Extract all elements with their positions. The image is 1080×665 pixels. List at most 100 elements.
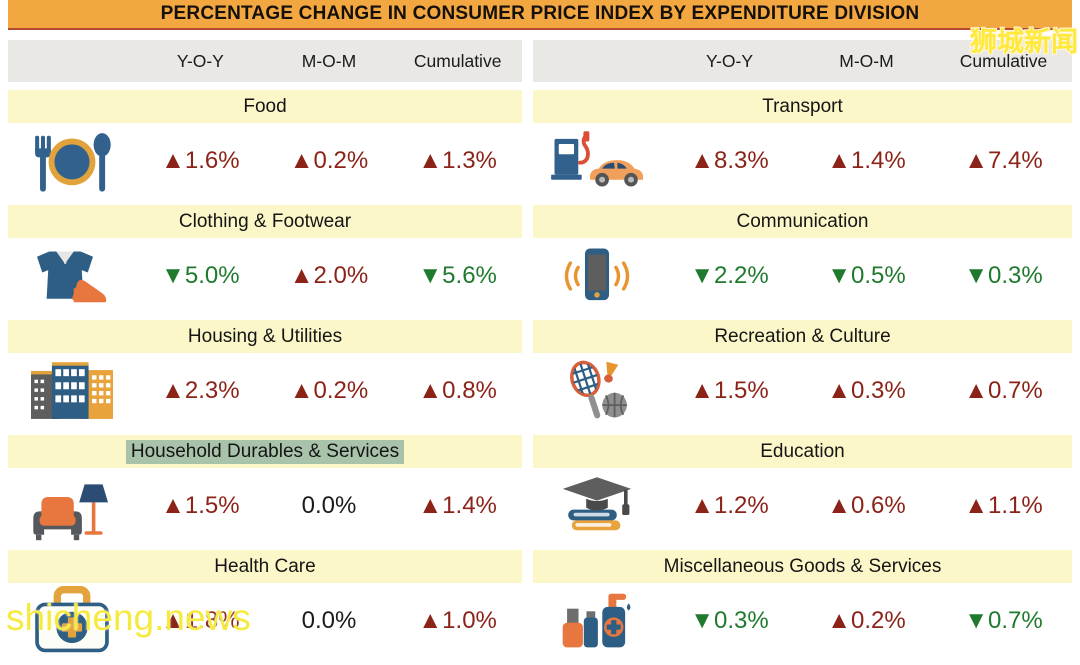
col-header-mom: M-O-M (301, 50, 357, 71)
yoy-value: ▼2.2% (690, 261, 769, 289)
cumulative-value: ▲1.1% (964, 491, 1043, 519)
col-header-yoy: Y-O-Y (705, 50, 753, 71)
data-row: ▲8.3% ▲1.4% ▲7.4% (533, 123, 1072, 198)
category-band: Transport (533, 90, 1072, 123)
category-band: Communication (533, 205, 1072, 238)
category-label: Communication (736, 210, 869, 232)
mom-value: ▲0.2% (289, 146, 369, 174)
header-spacer (533, 40, 661, 82)
cumulative-value: ▲1.3% (418, 146, 497, 174)
icon-cell (533, 583, 661, 658)
data-row: ▲1.5% 0.0% ▲1.4% (8, 468, 522, 543)
mom-value: 0.0% (301, 606, 357, 634)
mom-value: ▲1.4% (827, 146, 906, 174)
icon-cell (8, 468, 136, 543)
left-column: Y-O-Y M-O-M Cumulative Food (8, 40, 522, 665)
cumulative-value: ▲1.0% (418, 606, 497, 634)
communication-icon (564, 247, 630, 300)
yoy-value: ▲2.3% (161, 376, 240, 404)
category-label: Transport (762, 95, 843, 117)
section-communication: Communication ▼2.2% ▼0.5% ▼ (533, 205, 1072, 313)
section-food: Food ▲1.6% ▲0.2% ▲1.3% (8, 90, 522, 198)
recreation-icon (568, 359, 627, 418)
right-header-row: Y-O-Y M-O-M Cumulative (533, 40, 1072, 82)
header-spacer (8, 40, 136, 82)
col-header-cumulative: Cumulative (959, 50, 1048, 71)
data-row: ▲1.2% ▲0.6% ▲1.1% (533, 468, 1072, 543)
mom-value: 0.0% (301, 491, 357, 519)
yoy-value: ▲1.5% (690, 376, 769, 404)
food-icon (35, 132, 111, 192)
healthcare-icon (35, 585, 109, 652)
col-header-cumulative: Cumulative (413, 50, 502, 71)
category-band: Clothing & Footwear (8, 205, 522, 238)
section-education: Education ▲1.2% ▲0.6% (533, 435, 1072, 543)
right-column: Y-O-Y M-O-M Cumulative Transport (533, 40, 1072, 665)
cumulative-value: ▲0.8% (418, 376, 497, 404)
cumulative-value: ▲7.4% (964, 146, 1043, 174)
mom-value: ▲2.0% (289, 261, 369, 289)
category-band: Recreation & Culture (533, 320, 1072, 353)
housing-icon (30, 361, 114, 419)
cumulative-value: ▲0.7% (964, 376, 1043, 404)
icon-cell (533, 238, 661, 313)
icon-cell (533, 353, 661, 428)
yoy-value: ▲1.2% (690, 491, 769, 519)
cumulative-value: ▼0.7% (964, 606, 1043, 634)
data-row: ▲1.8% 0.0% ▲1.0% (8, 583, 522, 658)
category-label: Housing & Utilities (187, 325, 343, 347)
section-recreation-culture: Recreation & Culture (533, 320, 1072, 428)
icon-cell (8, 238, 136, 313)
category-band: Food (8, 90, 522, 123)
category-label: Clothing & Footwear (178, 210, 352, 232)
icon-cell (533, 123, 661, 198)
icon-cell (8, 583, 136, 658)
mom-value: ▲0.2% (289, 376, 369, 404)
icon-cell (8, 123, 136, 198)
yoy-value: ▼5.0% (161, 261, 240, 289)
section-household-durables-services: Household Durables & Services ▲1.5% 0.0 (8, 435, 522, 543)
cumulative-value: ▼0.3% (964, 261, 1043, 289)
cumulative-value: ▼5.6% (418, 261, 497, 289)
section-miscellaneous-goods-services: Miscellaneous Goods & Services (533, 550, 1072, 658)
title-bar: PERCENTAGE CHANGE IN CONSUMER PRICE INDE… (8, 0, 1072, 30)
yoy-value: ▲8.3% (690, 146, 769, 174)
mom-value: ▲0.3% (827, 376, 906, 404)
data-row: ▼0.3% ▲0.2% ▼0.7% (533, 583, 1072, 658)
household-icon (33, 483, 108, 540)
category-band: Housing & Utilities (8, 320, 522, 353)
mom-value: ▲0.6% (827, 491, 906, 519)
category-label: Food (243, 95, 287, 117)
category-band: Miscellaneous Goods & Services (533, 550, 1072, 583)
category-label: Miscellaneous Goods & Services (663, 555, 942, 577)
icon-cell (8, 353, 136, 428)
yoy-value: ▲1.8% (161, 606, 240, 634)
data-row: ▲2.3% ▲0.2% ▲0.8% (8, 353, 522, 428)
transport-icon (551, 130, 644, 186)
watermark-top-right: 狮城新闻 (970, 27, 1078, 57)
page-title: PERCENTAGE CHANGE IN CONSUMER PRICE INDE… (160, 3, 920, 24)
clothing-icon (37, 251, 107, 302)
mom-value: ▼0.5% (827, 261, 906, 289)
category-band: Household Durables & Services (8, 435, 522, 468)
cumulative-value: ▲1.4% (418, 491, 497, 519)
mom-value: ▲0.2% (827, 606, 906, 634)
misc-goods-icon (562, 593, 631, 647)
category-label: Health Care (214, 555, 316, 577)
section-health-care: Health Care ▲1.8% 0.0% ▲1.0% (8, 550, 522, 658)
col-header-yoy: Y-O-Y (176, 50, 224, 71)
section-housing-utilities: Housing & Utilities (8, 320, 522, 428)
yoy-value: ▼0.3% (690, 606, 769, 634)
category-band: Health Care (8, 550, 522, 583)
category-band: Education (533, 435, 1072, 468)
watermark-bottom-left: shicheng.news (6, 597, 251, 638)
yoy-value: ▲1.5% (161, 491, 240, 519)
education-icon (562, 476, 632, 530)
data-row: ▼2.2% ▼0.5% ▼0.3% (533, 238, 1072, 313)
category-label: Education (760, 440, 845, 462)
category-label-highlighted: Household Durables & Services (125, 439, 405, 464)
yoy-value: ▲1.6% (161, 146, 240, 174)
category-label: Recreation & Culture (714, 325, 891, 347)
section-clothing-footwear: Clothing & Footwear ▼5.0% (8, 205, 522, 313)
data-row: ▲1.6% ▲0.2% ▲1.3% (8, 123, 522, 198)
